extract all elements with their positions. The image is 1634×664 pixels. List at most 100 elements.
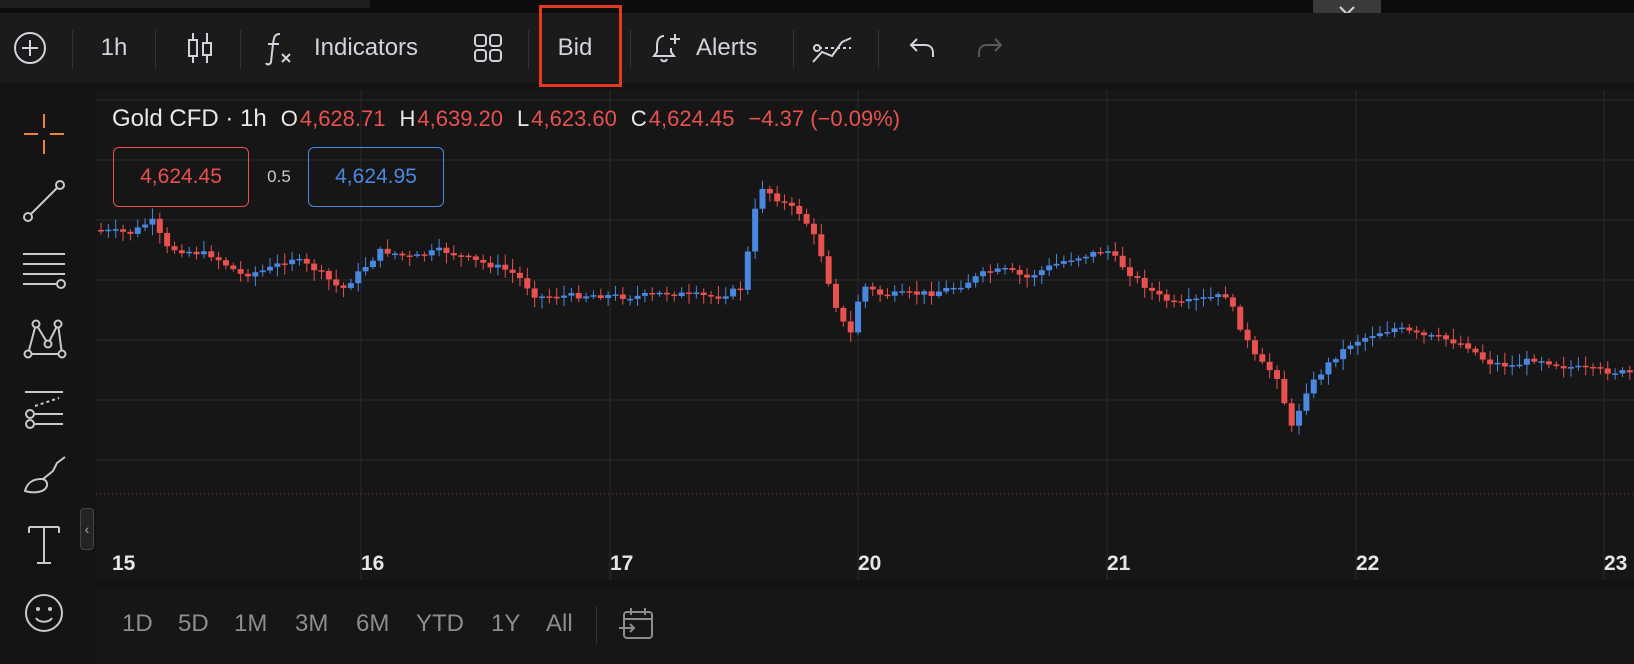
text-tool[interactable]	[18, 518, 70, 570]
candle-body	[590, 295, 597, 297]
trend-line-icon	[23, 180, 65, 222]
toolbar-collapse-handle[interactable]: ‹	[80, 508, 94, 550]
candle-body	[994, 268, 1001, 272]
layouts-button[interactable]	[468, 13, 508, 83]
candle-body	[678, 292, 685, 297]
period-5d-button[interactable]: 5D	[178, 610, 209, 637]
period-3m-button[interactable]: 3M	[295, 610, 329, 637]
drawing-toolbar	[0, 90, 90, 664]
candle-body	[722, 296, 729, 299]
candle-body	[649, 292, 656, 295]
period-1y-button[interactable]: 1Y	[491, 610, 521, 637]
candle-body	[134, 227, 141, 234]
candle-body	[112, 229, 119, 231]
bid-button[interactable]: Bid	[548, 13, 602, 83]
candle-body	[1413, 330, 1420, 333]
candle-body	[744, 251, 751, 290]
candle-body	[1031, 275, 1038, 278]
candle-body	[1428, 335, 1435, 337]
candle-body	[509, 269, 516, 273]
candle-body	[1325, 362, 1332, 375]
candle-body	[561, 295, 568, 298]
candle-body	[1038, 270, 1045, 276]
high-key: H	[399, 106, 416, 131]
x-tick-label: 22	[1356, 552, 1380, 575]
candle-body	[171, 246, 178, 251]
sell-price-button[interactable]: 4,624.45	[113, 147, 249, 207]
candle-body	[1082, 256, 1089, 259]
candle-body	[869, 286, 876, 290]
pattern-icon	[23, 319, 67, 359]
sell-price: 4,624.45	[140, 165, 222, 188]
candle-body	[1119, 255, 1126, 268]
candle-body	[274, 263, 281, 267]
candle-body	[1229, 297, 1236, 307]
candle-body	[458, 255, 465, 257]
candle-body	[1097, 252, 1104, 254]
candle-body	[465, 255, 472, 258]
chart-legend: Gold CFD · 1h O 4,628.71 H 4,639.20 L 4,623…	[112, 102, 914, 136]
brush-tool[interactable]	[18, 450, 70, 502]
candle-body	[1200, 297, 1207, 299]
horizontal-lines-tool[interactable]	[18, 245, 70, 297]
chart-type-button[interactable]	[180, 13, 220, 83]
chevron-left-icon: ‹	[84, 521, 90, 537]
alerts-button[interactable]: Alerts	[650, 13, 772, 83]
period-1d-button[interactable]: 1D	[122, 610, 153, 637]
indicators-button[interactable]: Indicators	[262, 13, 442, 83]
forecast-tool[interactable]	[18, 381, 70, 433]
candle-body	[1281, 378, 1288, 404]
candle-body	[311, 263, 318, 271]
candle-body	[1112, 251, 1119, 256]
candle-body	[421, 254, 428, 256]
crosshair-tool[interactable]	[18, 108, 70, 160]
forecast-icon	[25, 391, 63, 429]
candle-body	[1288, 403, 1295, 426]
candle-body	[1340, 349, 1347, 360]
candle-body	[1215, 294, 1222, 298]
candle-body	[884, 294, 891, 297]
candle-body	[1553, 364, 1560, 367]
trend-line-tool[interactable]	[18, 175, 70, 227]
candle-body	[634, 295, 641, 299]
price-chart[interactable]	[96, 90, 1634, 580]
period-1m-button[interactable]: 1M	[234, 610, 268, 637]
candle-body	[575, 293, 582, 299]
candle-body	[950, 287, 957, 290]
candle-body	[781, 201, 788, 203]
candle-body	[965, 282, 972, 288]
candle-body	[1075, 258, 1082, 261]
chart-pane[interactable]	[96, 90, 1634, 580]
candle-body	[1178, 301, 1185, 303]
undo-button[interactable]	[902, 13, 942, 83]
candle-body	[193, 251, 200, 255]
goto-date-button[interactable]	[618, 596, 656, 652]
interval-button[interactable]: 1h	[88, 13, 140, 83]
buy-price-button[interactable]: 4,624.95	[308, 147, 444, 207]
candle-body	[1237, 306, 1244, 330]
candle-body	[384, 248, 391, 254]
goto-date-icon	[619, 608, 653, 639]
candle-body	[1560, 366, 1567, 369]
candle-body	[164, 232, 171, 247]
candle-body	[928, 291, 935, 296]
candle-body	[1046, 265, 1053, 271]
candle-body	[619, 294, 626, 299]
emoji-tool[interactable]	[18, 587, 70, 639]
period-all-button[interactable]: All	[546, 610, 573, 637]
add-symbol-button[interactable]	[8, 13, 52, 83]
horizontal-lines-icon	[23, 253, 66, 289]
compare-button[interactable]	[808, 13, 856, 83]
candle-body	[700, 292, 707, 296]
layouts-icon	[474, 34, 502, 62]
redo-button[interactable]	[970, 13, 1010, 83]
candle-body	[1406, 327, 1413, 331]
candle-body	[686, 292, 692, 295]
candle-body	[494, 264, 501, 268]
period-ytd-button[interactable]: YTD	[416, 610, 464, 637]
x-tick-label: 23	[1604, 552, 1628, 575]
pattern-tool[interactable]	[18, 313, 70, 365]
candle-body	[818, 234, 825, 257]
candle-body	[656, 292, 663, 295]
period-6m-button[interactable]: 6M	[356, 610, 390, 637]
